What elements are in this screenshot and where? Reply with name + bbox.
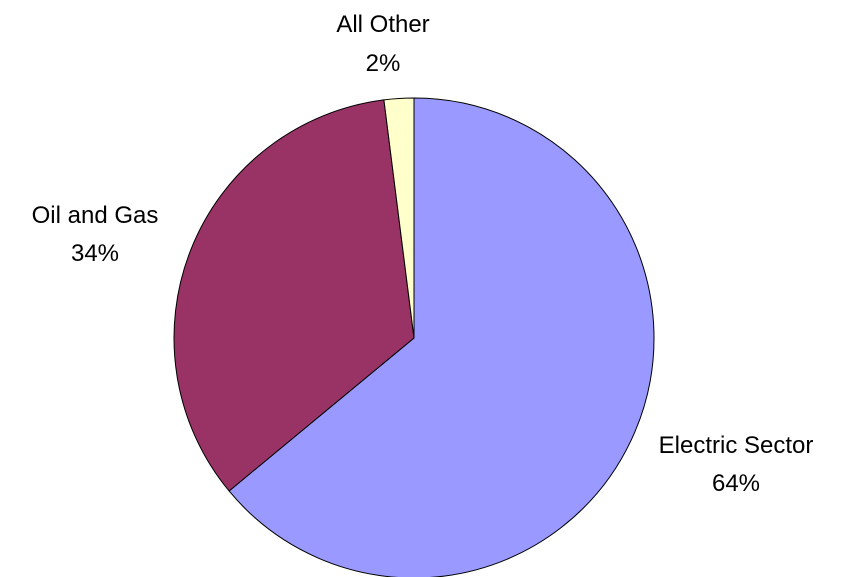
slice-value-oil-and-gas: 34% (71, 240, 119, 267)
slice-label-oil-and-gas: Oil and Gas (32, 202, 159, 229)
slice-value-electric-sector: 64% (712, 470, 760, 497)
slice-label-group-electric: Electric Sector 64% (659, 432, 814, 497)
slice-label-electric-sector: Electric Sector (659, 432, 814, 459)
slice-label-group-oil-gas: Oil and Gas 34% (32, 202, 159, 267)
slice-label-group-all-other: All Other 2% (336, 11, 429, 77)
slice-label-all-other: All Other (336, 11, 429, 38)
slice-value-all-other: 2% (366, 50, 401, 77)
pie-slice-oil-and-gas (173, 99, 415, 492)
pie-slice-all-other (383, 97, 415, 339)
pie-slice-electric-sector (228, 97, 655, 577)
pie-slices (173, 97, 655, 577)
